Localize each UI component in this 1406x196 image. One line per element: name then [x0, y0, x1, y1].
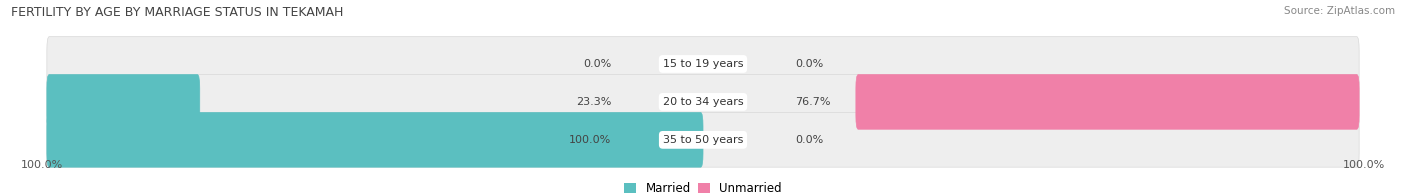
- Text: 0.0%: 0.0%: [794, 135, 823, 145]
- FancyBboxPatch shape: [46, 37, 1360, 91]
- Legend: Married, Unmarried: Married, Unmarried: [620, 177, 786, 196]
- Text: 23.3%: 23.3%: [576, 97, 612, 107]
- Text: 76.7%: 76.7%: [794, 97, 831, 107]
- FancyBboxPatch shape: [46, 75, 200, 129]
- FancyBboxPatch shape: [46, 75, 1360, 129]
- Text: 100.0%: 100.0%: [21, 160, 63, 170]
- Text: 35 to 50 years: 35 to 50 years: [662, 135, 744, 145]
- Text: FERTILITY BY AGE BY MARRIAGE STATUS IN TEKAMAH: FERTILITY BY AGE BY MARRIAGE STATUS IN T…: [11, 6, 343, 19]
- Text: 0.0%: 0.0%: [583, 59, 612, 69]
- FancyBboxPatch shape: [46, 113, 1360, 167]
- Text: Source: ZipAtlas.com: Source: ZipAtlas.com: [1284, 6, 1395, 16]
- Text: 20 to 34 years: 20 to 34 years: [662, 97, 744, 107]
- FancyBboxPatch shape: [856, 75, 1360, 129]
- FancyBboxPatch shape: [46, 113, 703, 167]
- Text: 15 to 19 years: 15 to 19 years: [662, 59, 744, 69]
- Text: 100.0%: 100.0%: [569, 135, 612, 145]
- Text: 100.0%: 100.0%: [1343, 160, 1385, 170]
- Text: 0.0%: 0.0%: [794, 59, 823, 69]
